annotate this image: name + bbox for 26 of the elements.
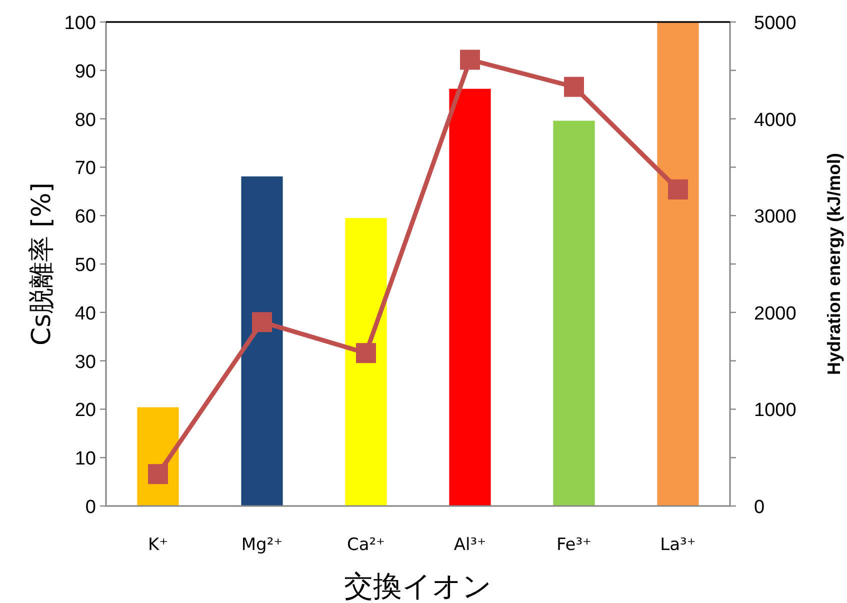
y-tick-label: 30 (74, 352, 96, 373)
x-axis-title: 交換イオン (344, 569, 492, 603)
x-tick-label: Ca²⁺ (346, 535, 386, 555)
y-tick-label: 50 (74, 255, 96, 276)
y2-tick-label: 3000 (754, 206, 796, 228)
y-tick-label: 10 (74, 448, 96, 470)
x-tick-label: K⁺ (148, 535, 168, 555)
y2-axis-title: Hydration energy (kJ/mol) (824, 152, 844, 376)
x-tick-label: Mg²⁺ (241, 535, 283, 555)
y-tick-label: 80 (74, 110, 96, 131)
x-tick-label: Al³⁺ (454, 535, 486, 555)
y-tick-label: 60 (74, 206, 96, 228)
y2-tick-label: 2000 (754, 303, 796, 324)
y2-tick-label: 5000 (754, 13, 796, 34)
y2-tick-label: 4000 (754, 110, 796, 131)
y-tick-label: 90 (74, 61, 96, 82)
y-tick-label: 20 (74, 400, 96, 422)
y-tick-label: 0 (85, 497, 96, 518)
y-tick-label: 70 (74, 158, 96, 180)
y-axis-title: Cs脱離率 [%] (27, 182, 57, 346)
x-tick-label: La³⁺ (660, 535, 696, 555)
y-tick-label: 40 (74, 303, 96, 324)
x-tick-label: Fe³⁺ (556, 535, 592, 555)
y-tick-label: 100 (64, 13, 96, 34)
y2-tick-label: 1000 (754, 400, 796, 422)
y2-tick-label: 0 (754, 497, 765, 518)
